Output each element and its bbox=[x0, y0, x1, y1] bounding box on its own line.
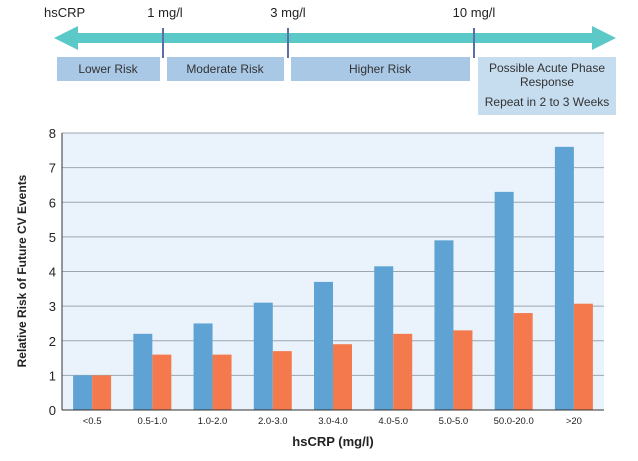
band-moderate-risk-label: Moderate Risk bbox=[186, 62, 264, 76]
threshold-label-3: 3 mg/l bbox=[270, 5, 306, 20]
bar-chart: 0 1 2 3 4 5 6 7 8 <0.5 0.5-1.0 1.0-2.0 2.0-3.0 3.0-4… bbox=[15, 126, 604, 449]
x-tick-label: 2.0-3.0 bbox=[258, 416, 288, 427]
band-acute-phase-line-2: Response bbox=[520, 75, 574, 89]
x-tick-label: >20 bbox=[566, 416, 582, 427]
threshold-label-1: 1 mg/l bbox=[147, 5, 183, 20]
bar-series-2 bbox=[152, 354, 172, 410]
bar-series-2 bbox=[573, 303, 593, 410]
x-tick-labels: <0.5 0.5-1.0 1.0-2.0 2.0-3.0 3.0-4.0 4.0-5.0 5… bbox=[83, 416, 582, 427]
band-lower-risk bbox=[57, 57, 160, 81]
band-moderate-risk bbox=[167, 57, 284, 81]
band-higher-risk-label: Higher Risk bbox=[349, 62, 412, 76]
bar-series-2 bbox=[333, 344, 352, 410]
bar-series-2 bbox=[92, 375, 112, 410]
x-tick-label: <0.5 bbox=[83, 416, 102, 427]
band-higher-risk bbox=[291, 57, 470, 81]
bar-series-2 bbox=[212, 354, 232, 410]
y-tick-label: 3 bbox=[49, 299, 56, 314]
threshold-label-10: 10 mg/l bbox=[453, 5, 496, 20]
bar-series-1 bbox=[494, 191, 514, 410]
bar-series-1 bbox=[73, 375, 93, 410]
y-tick-labels: 0 1 2 3 4 5 6 7 8 bbox=[49, 126, 56, 418]
band-acute-phase-line-3: Repeat in 2 to 3 Weeks bbox=[485, 95, 610, 109]
bars bbox=[73, 146, 593, 410]
scale-arrow bbox=[54, 26, 616, 50]
y-tick-label: 1 bbox=[49, 368, 56, 383]
bar-series-1 bbox=[133, 333, 153, 410]
bar-series-1 bbox=[253, 302, 273, 410]
y-tick-label: 7 bbox=[49, 161, 56, 176]
y-tick-label: 0 bbox=[49, 403, 56, 418]
x-tick-label: 1.0-2.0 bbox=[198, 416, 228, 427]
bar-series-1 bbox=[374, 266, 394, 410]
risk-scale: hsCRP 1 mg/l 3 mg/l 10 mg/l Lower Risk M… bbox=[44, 5, 616, 115]
x-tick-label: 5.0-5.0 bbox=[439, 416, 469, 427]
band-lower-risk-label: Lower Risk bbox=[78, 62, 138, 76]
bar-series-1 bbox=[434, 240, 454, 410]
y-tick-label: 4 bbox=[49, 265, 56, 280]
y-tick-label: 2 bbox=[49, 334, 56, 349]
bar-series-1 bbox=[554, 146, 574, 410]
bar-series-2 bbox=[393, 333, 413, 410]
x-tick-label: 4.0-5.0 bbox=[378, 416, 408, 427]
bar-series-2 bbox=[513, 313, 533, 410]
scale-label: hsCRP bbox=[44, 5, 85, 20]
band-acute-phase-line-1: Possible Acute Phase bbox=[489, 61, 605, 75]
x-tick-label: 0.5-1.0 bbox=[138, 416, 168, 427]
bar-series-2 bbox=[272, 351, 292, 410]
bar-series-1 bbox=[314, 281, 333, 410]
x-axis-title: hsCRP (mg/l) bbox=[292, 434, 373, 449]
y-tick-label: 8 bbox=[49, 126, 56, 141]
y-tick-label: 6 bbox=[49, 195, 56, 210]
bar-series-1 bbox=[193, 323, 213, 410]
y-axis-title: Relative Risk of Future CV Events bbox=[15, 174, 29, 367]
x-tick-label: 50.0-20.0 bbox=[494, 416, 534, 427]
y-tick-label: 5 bbox=[49, 230, 56, 245]
x-tick-label: 3.0-4.0 bbox=[318, 416, 348, 427]
band-acute-phase bbox=[478, 57, 616, 115]
bar-series-2 bbox=[453, 330, 473, 410]
